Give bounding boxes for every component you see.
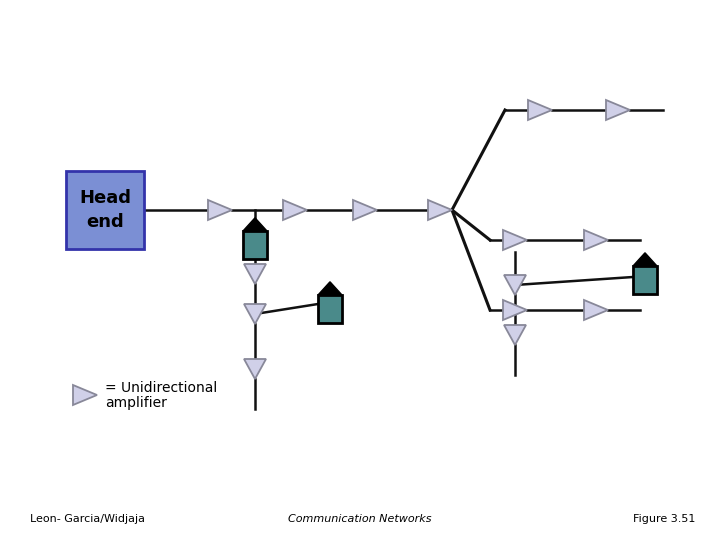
Polygon shape (504, 275, 526, 295)
Text: Leon- Garcia/Widjaja: Leon- Garcia/Widjaja (30, 514, 145, 524)
Bar (66, 171, 144, 249)
Polygon shape (283, 200, 307, 220)
Polygon shape (208, 200, 232, 220)
Polygon shape (428, 200, 452, 220)
Text: amplifier: amplifier (105, 396, 167, 410)
Polygon shape (244, 359, 266, 379)
Text: Head: Head (79, 189, 131, 207)
Polygon shape (584, 300, 608, 320)
Polygon shape (633, 253, 657, 266)
Polygon shape (503, 230, 527, 250)
Bar (243, 231, 267, 259)
Text: end: end (86, 213, 124, 231)
Text: = Unidirectional: = Unidirectional (105, 381, 217, 395)
Polygon shape (606, 100, 630, 120)
Polygon shape (244, 304, 266, 324)
Polygon shape (353, 200, 377, 220)
Polygon shape (244, 264, 266, 284)
Bar (633, 266, 657, 294)
Polygon shape (243, 218, 267, 231)
Polygon shape (318, 282, 342, 295)
Bar (318, 295, 342, 323)
Polygon shape (504, 325, 526, 345)
Polygon shape (503, 300, 527, 320)
Polygon shape (584, 230, 608, 250)
Polygon shape (73, 385, 97, 405)
Text: Figure 3.51: Figure 3.51 (633, 514, 695, 524)
Text: Communication Networks: Communication Networks (288, 514, 432, 524)
Polygon shape (528, 100, 552, 120)
